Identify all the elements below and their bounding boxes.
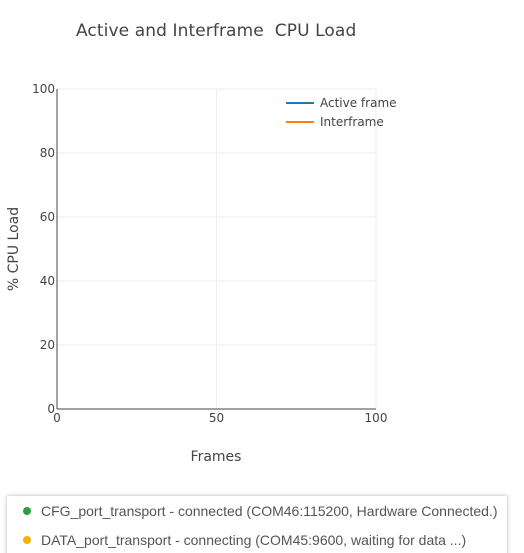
y-tick-label: 100 (32, 82, 55, 96)
data-port-status-text: DATA_port_transport - connecting (COM45:… (41, 532, 467, 548)
x-tick-label: 0 (53, 411, 61, 425)
cfg-port-status-text: CFG_port_transport - connected (COM46:11… (41, 503, 498, 519)
axis-layer (56, 89, 376, 410)
data-port-status: DATA_port_transport - connecting (COM45:… (7, 530, 466, 550)
tick-labels: 0 20 40 60 80 100 0 50 100 (32, 82, 387, 425)
legend-label: Active frame (320, 96, 397, 110)
y-tick-label: 20 (40, 338, 55, 352)
cpu-load-chart: 0 20 40 60 80 100 0 50 100 Frames % CPU Load Act… (6, 82, 397, 465)
chart-title: Active and Interframe CPU Load (76, 21, 357, 41)
legend-item[interactable]: Active frame (286, 96, 397, 110)
cfg-port-status: CFG_port_transport - connected (COM46:11… (7, 501, 498, 521)
y-axis-title: % CPU Load (6, 207, 22, 291)
y-tick-label: 60 (40, 210, 55, 224)
status-dot-icon (23, 536, 31, 544)
legend-item[interactable]: Interframe (286, 115, 384, 129)
x-axis-title: Frames (191, 449, 242, 465)
x-tick-label: 50 (209, 411, 224, 425)
status-dot-icon (23, 507, 31, 515)
y-tick-label: 40 (40, 274, 55, 288)
y-tick-label: 0 (47, 402, 55, 416)
y-tick-label: 80 (40, 146, 55, 160)
grid-layer (57, 88, 377, 409)
x-tick-label: 100 (365, 411, 388, 425)
legend[interactable]: Active frame Interframe (286, 96, 397, 129)
connection-status-panel: CFG_port_transport - connected (COM46:11… (7, 496, 507, 553)
legend-label: Interframe (320, 115, 384, 129)
